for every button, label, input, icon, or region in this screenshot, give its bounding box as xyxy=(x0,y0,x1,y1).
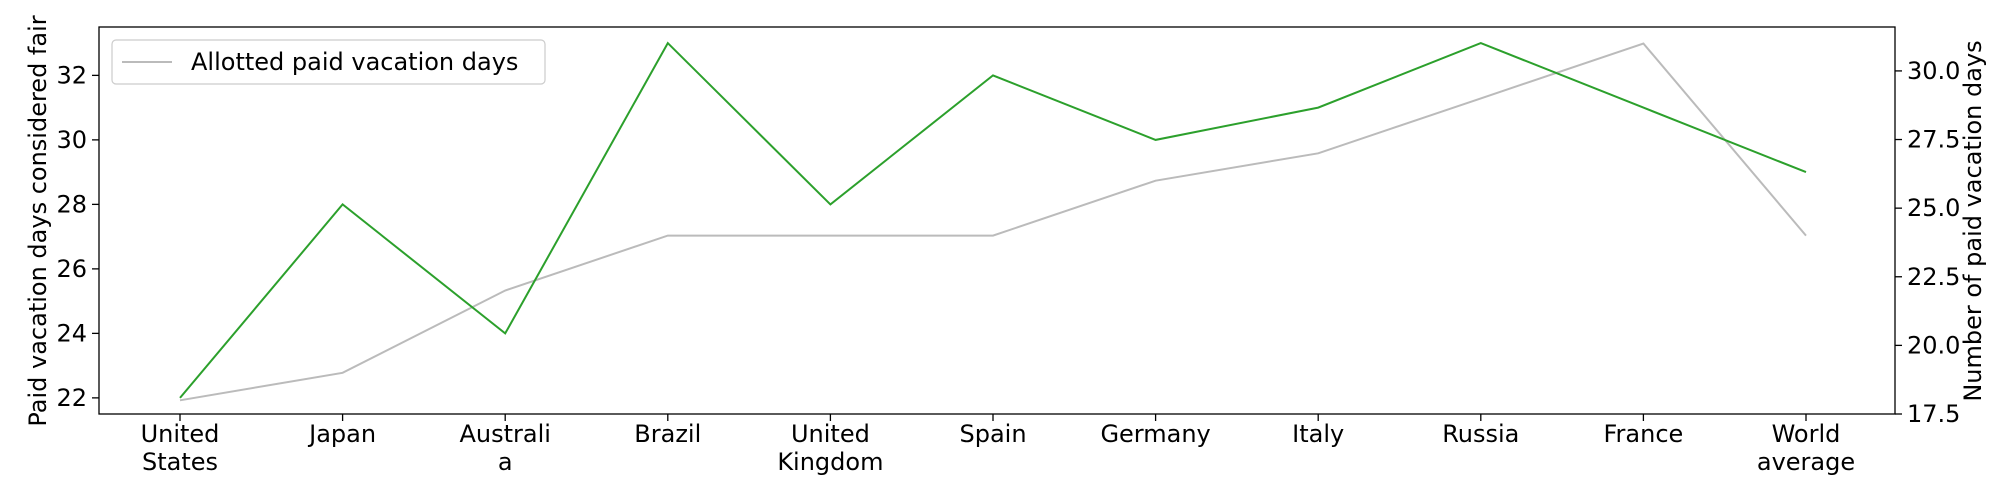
x-axis-tick-label: a xyxy=(498,448,513,476)
x-axis-tick-label: Italy xyxy=(1292,420,1344,448)
left-axis-tick-label: 22 xyxy=(56,384,87,412)
x-axis-tick-label: World xyxy=(1772,420,1841,448)
right-axis-title: Number of paid vacation days xyxy=(1959,40,1987,401)
right-axis-tick-label: 27.5 xyxy=(1907,126,1960,154)
left-axis-tick-label: 26 xyxy=(56,255,87,283)
x-axis-tick-label: Australi xyxy=(459,420,550,448)
x-axis-tick-label: States xyxy=(142,448,218,476)
right-axis-tick-label: 17.5 xyxy=(1907,400,1960,428)
x-axis-tick-label: Kingdom xyxy=(777,448,883,476)
left-axis-tick-label: 32 xyxy=(56,61,87,89)
right-axis-tick-label: 25.0 xyxy=(1907,194,1960,222)
series-line-allotted-days xyxy=(179,42,1807,402)
left-axis-tick-label: 30 xyxy=(56,126,87,154)
plot-area xyxy=(179,41,1807,402)
legend: Allotted paid vacation days xyxy=(111,39,546,85)
x-axis-tick-label: average xyxy=(1757,448,1855,476)
x-axis-tick-label: Spain xyxy=(959,420,1026,448)
x-axis-tick-label: Germany xyxy=(1100,420,1210,448)
legend-box xyxy=(111,39,546,85)
left-axis-title: Paid vacation days considered fair xyxy=(24,15,52,426)
right-axis-tick-label: 22.5 xyxy=(1907,263,1960,291)
legend-label-allotted: Allotted paid vacation days xyxy=(191,48,518,76)
axes: 22 24 26 28 30 32 17.5 20.0 22.5 25.0 27.5 30.0 Unit… xyxy=(24,15,1987,476)
x-axis-tick-label: United xyxy=(791,420,870,448)
series-line-fair-days xyxy=(179,41,1807,399)
x-axis-tick-label: Brazil xyxy=(634,420,701,448)
x-axis-tick-label: France xyxy=(1603,420,1683,448)
left-axis-tick-label: 28 xyxy=(56,190,87,218)
x-axis-tick-label: Russia xyxy=(1442,420,1519,448)
plot-frame xyxy=(98,26,1896,415)
x-axis-tick-label: Japan xyxy=(307,420,376,448)
right-axis-tick-label: 20.0 xyxy=(1907,331,1960,359)
right-axis-tick-label: 30.0 xyxy=(1907,57,1960,85)
left-axis-tick-label: 24 xyxy=(56,319,87,347)
x-axis-tick-label: United xyxy=(141,420,220,448)
